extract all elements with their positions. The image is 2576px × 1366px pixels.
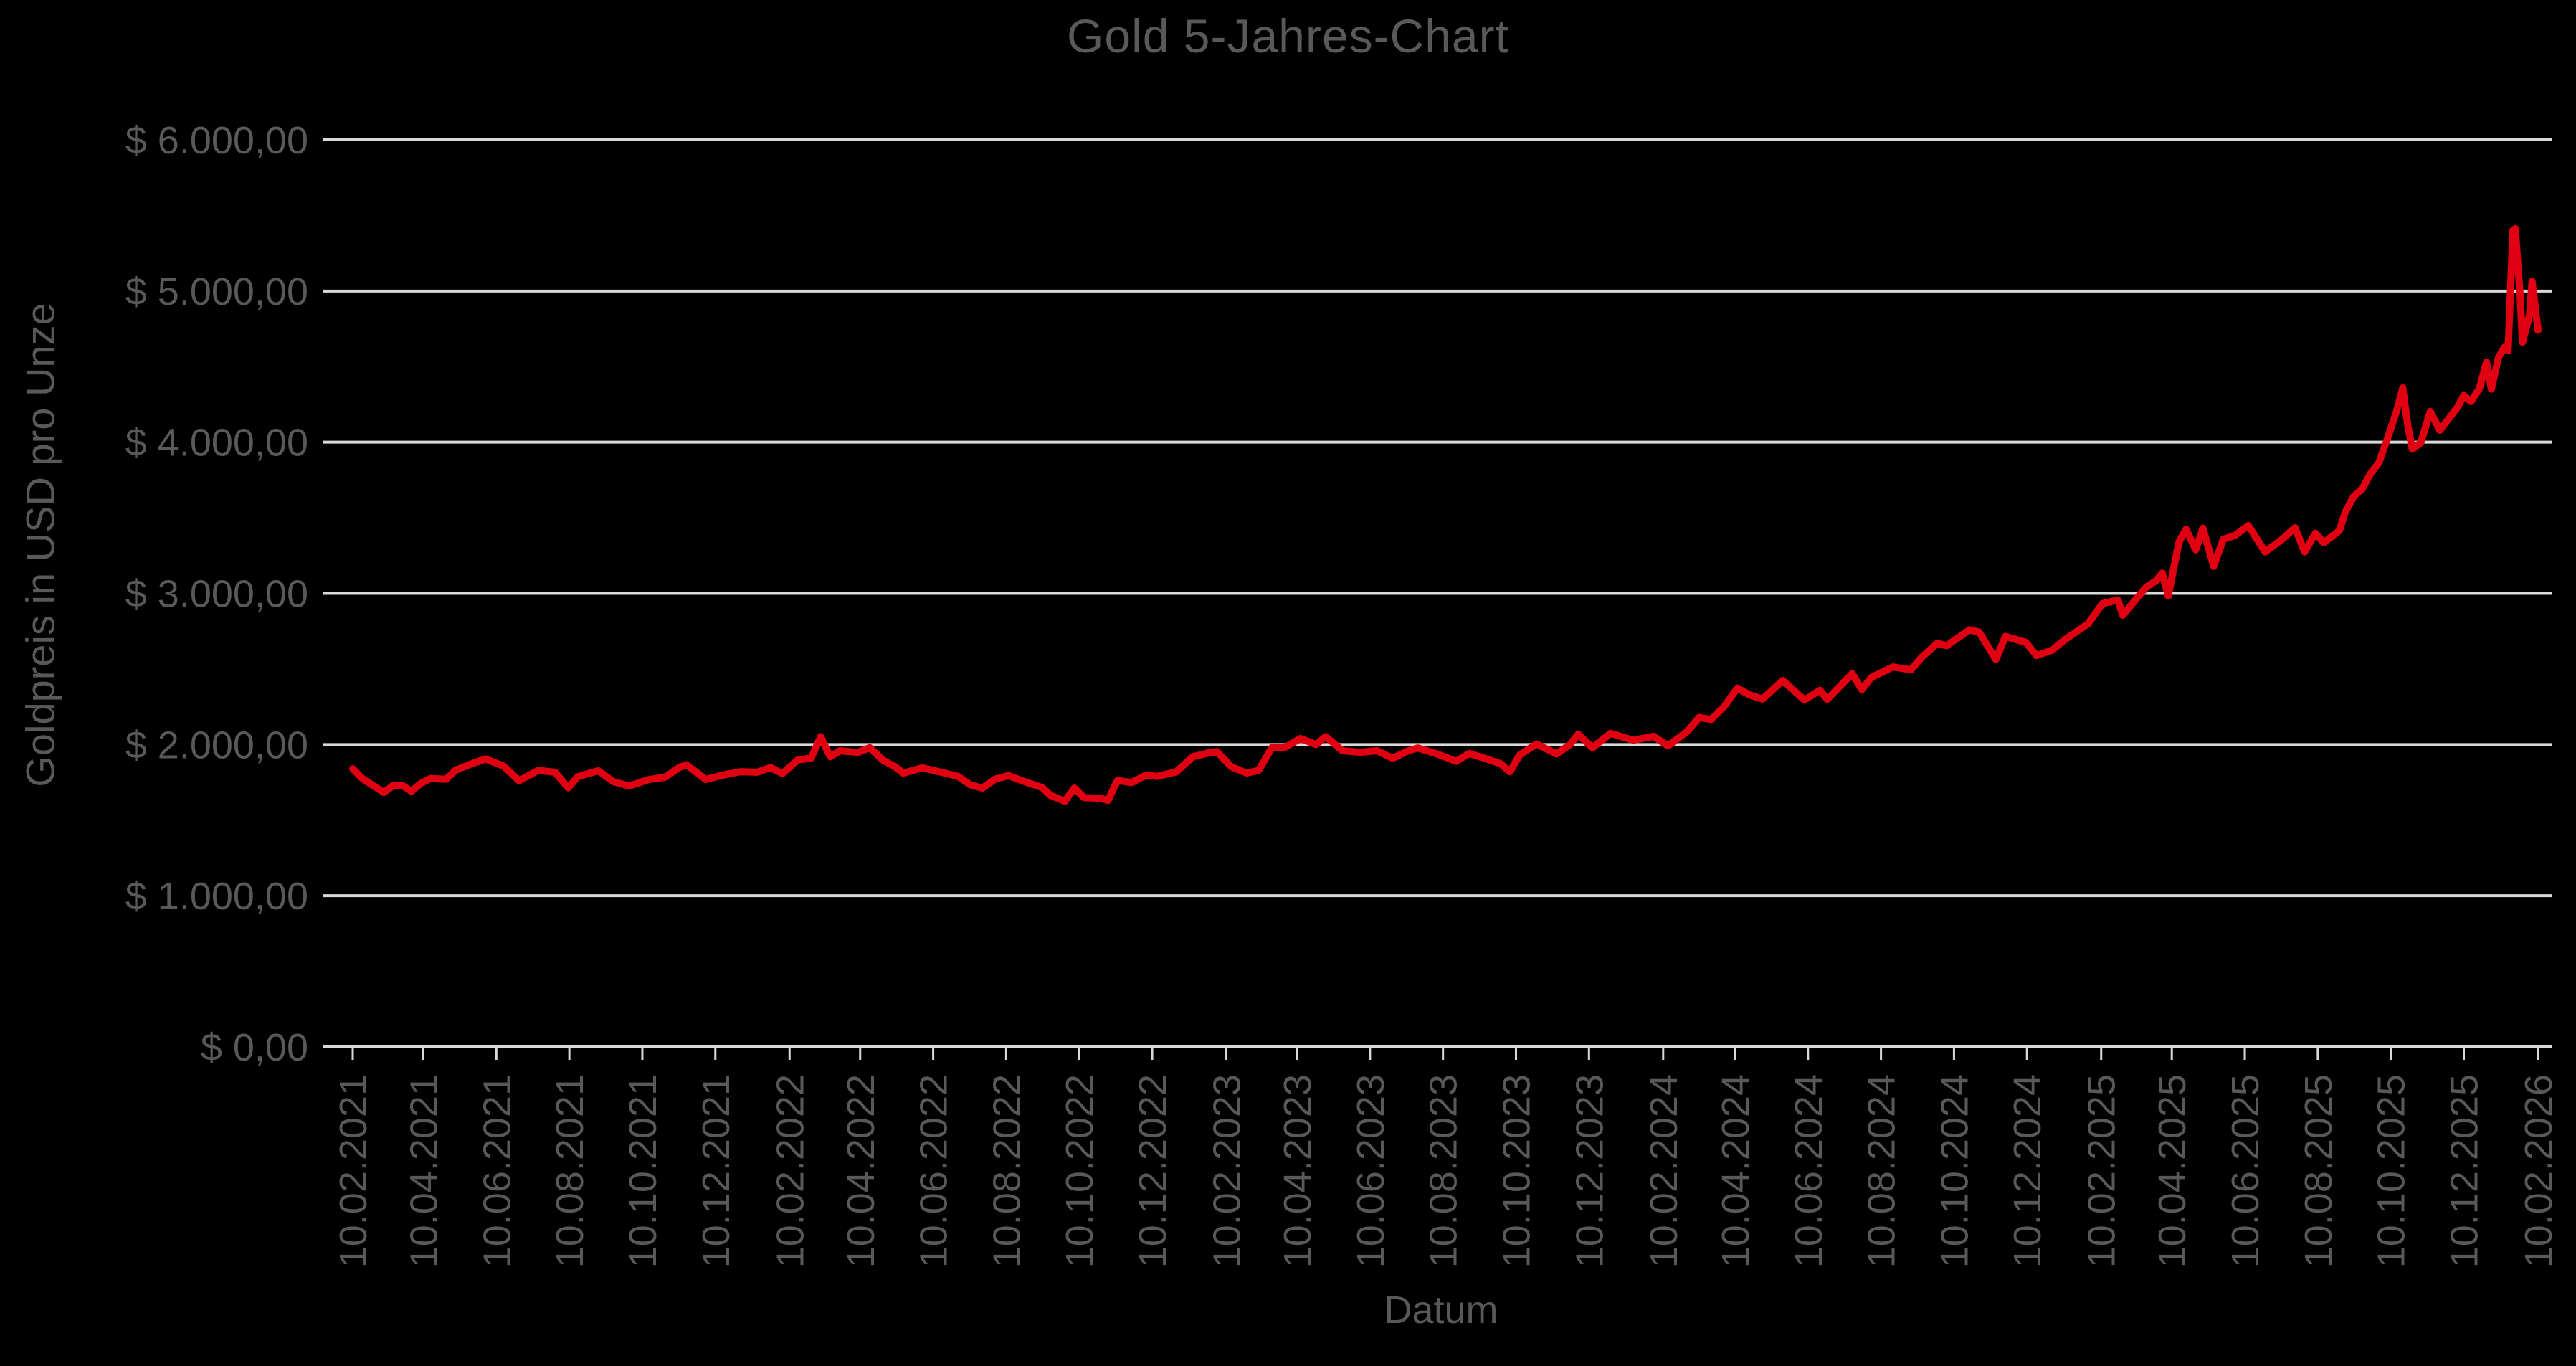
x-tick-label: 10.04.2025 xyxy=(2151,1074,2194,1268)
x-tick-label: 10.10.2025 xyxy=(2370,1074,2413,1268)
x-tick-label: 10.08.2025 xyxy=(2297,1074,2340,1268)
x-tick-label: 10.10.2021 xyxy=(622,1074,665,1268)
y-tick-label: $ 1.000,00 xyxy=(125,875,308,918)
gold-price-line xyxy=(349,224,2542,805)
x-tick-label: 10.06.2021 xyxy=(475,1074,518,1268)
x-axis-title: Datum xyxy=(1384,1289,1498,1332)
x-tick-label: 10.06.2023 xyxy=(1349,1074,1392,1268)
y-tick-label: $ 6.000,00 xyxy=(125,119,308,162)
x-tick-label: 10.06.2022 xyxy=(913,1074,956,1268)
y-tick-label: $ 2.000,00 xyxy=(125,724,308,767)
x-tick-label: 10.12.2024 xyxy=(2006,1074,2049,1268)
x-tick-label: 10.12.2025 xyxy=(2443,1074,2486,1268)
x-tick-label: 10.10.2023 xyxy=(1495,1074,1538,1268)
y-axis-title: Goldpreis in USD pro Unze xyxy=(17,303,63,787)
x-tick-label: 10.04.2022 xyxy=(840,1074,883,1268)
x-tick-label: 10.12.2022 xyxy=(1131,1074,1174,1268)
y-tick-label: $ 0,00 xyxy=(201,1026,308,1069)
x-tick-label: 10.04.2023 xyxy=(1276,1074,1319,1268)
x-tick-label: 10.06.2024 xyxy=(1787,1074,1830,1268)
x-tick-label: 10.10.2024 xyxy=(1933,1074,1976,1268)
x-tick-label: 10.08.2024 xyxy=(1860,1074,1904,1268)
chart-title: Gold 5-Jahres-Chart xyxy=(1067,9,1509,62)
x-tick-label: 10.04.2021 xyxy=(402,1074,445,1268)
x-tick-label: 10.02.2022 xyxy=(769,1074,812,1268)
x-tick-label: 10.02.2026 xyxy=(2517,1074,2560,1268)
x-tick-label: 10.10.2022 xyxy=(1058,1074,1101,1268)
x-tick-label: 10.06.2025 xyxy=(2224,1074,2267,1268)
x-tick-label: 10.08.2022 xyxy=(985,1074,1028,1268)
x-tick-label: 10.12.2023 xyxy=(1568,1074,1611,1268)
x-tick-label: 10.02.2025 xyxy=(2081,1074,2124,1268)
y-tick-label: $ 3.000,00 xyxy=(125,573,308,616)
x-tick-label: 10.02.2021 xyxy=(332,1074,375,1268)
x-tick-label: 10.08.2023 xyxy=(1422,1074,1465,1268)
x-tick-label: 10.08.2021 xyxy=(548,1074,591,1268)
y-tick-label: $ 5.000,00 xyxy=(125,270,308,313)
x-tick-label: 10.02.2023 xyxy=(1206,1074,1249,1268)
x-tick-label: 10.12.2021 xyxy=(695,1074,738,1268)
x-tick-label: 10.04.2024 xyxy=(1714,1074,1757,1268)
y-tick-label: $ 4.000,00 xyxy=(125,422,308,465)
x-tick-label: 10.02.2024 xyxy=(1643,1074,1686,1268)
